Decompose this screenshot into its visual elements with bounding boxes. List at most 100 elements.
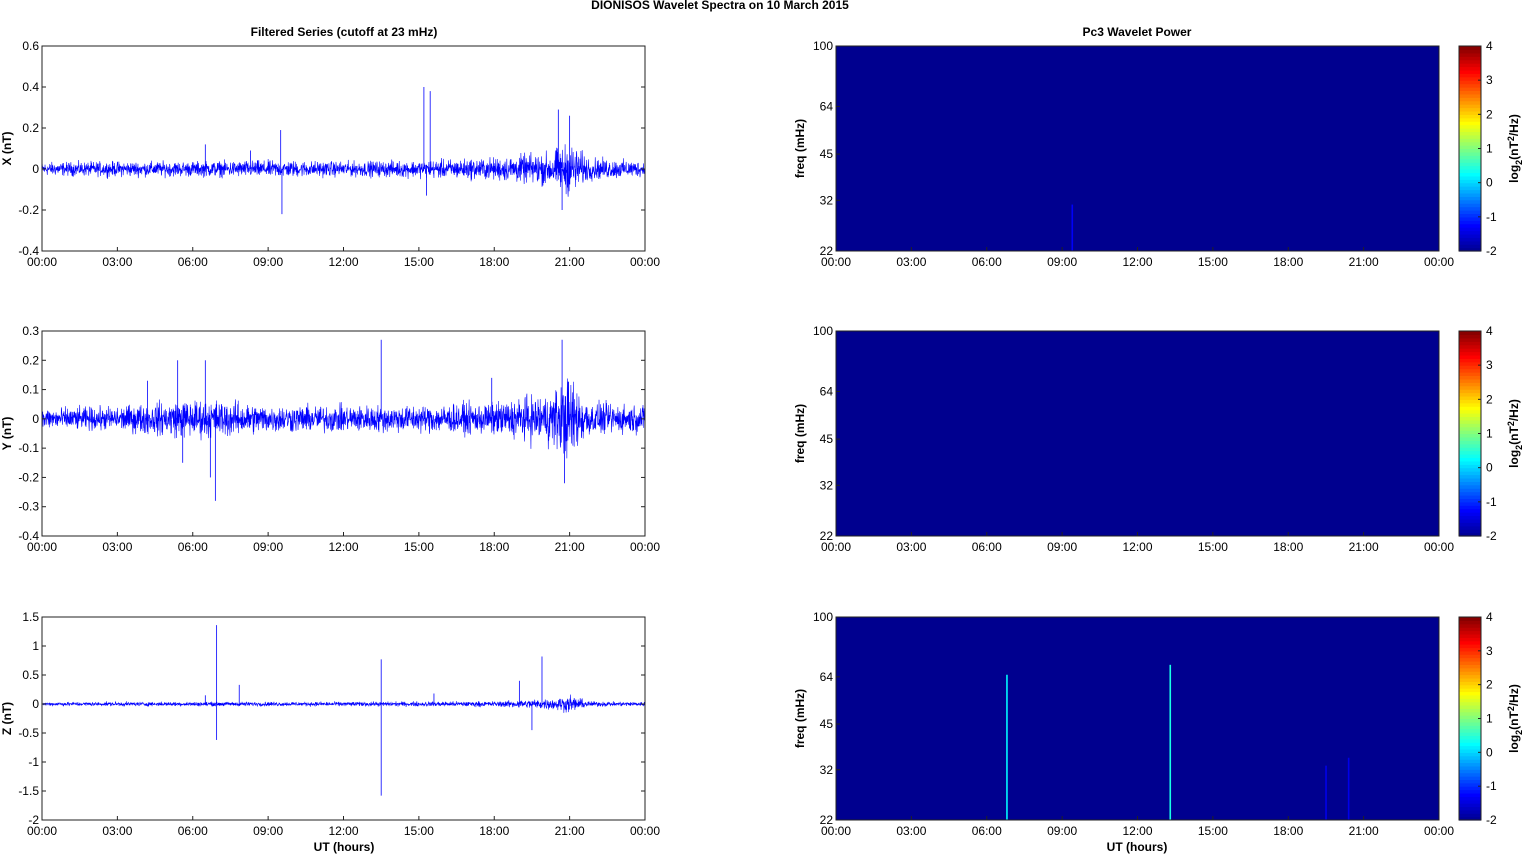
wavelet-x-colorbar-cell xyxy=(1459,227,1481,232)
wavelet-y-colorbar-cell xyxy=(1459,382,1481,387)
wavelet-y-colorbar-cell xyxy=(1459,515,1481,520)
wavelet-x-colorbar-cell xyxy=(1459,56,1481,61)
wavelet-z-xtick-label: 15:00 xyxy=(1198,824,1228,838)
wavelet-x-colorbar-cell xyxy=(1459,59,1481,64)
wavelet-z-ytick-label: 64 xyxy=(820,670,834,684)
series-y-ytick-label: -0.1 xyxy=(18,441,39,455)
wavelet-z-colorbar-cell xyxy=(1459,809,1481,814)
wavelet-y-colorbar-title-part: 2 xyxy=(1506,421,1516,426)
wavelet-y-colorbar-cell xyxy=(1459,392,1481,397)
wavelet-y-colorbar-cell xyxy=(1459,378,1481,383)
wavelet-z-colorbar-cell xyxy=(1459,789,1481,794)
wavelet-y-xtick-label: 00:00 xyxy=(821,540,851,554)
series-y-xtick-label: 12:00 xyxy=(328,540,358,554)
figure-suptitle: DIONISOS Wavelet Spectra on 10 March 201… xyxy=(591,0,849,12)
wavelet-z-ytick-label: 45 xyxy=(820,717,834,731)
series-y-xtick-label: 00:00 xyxy=(27,540,57,554)
wavelet-z-colorbar-cell xyxy=(1459,711,1481,716)
wavelet-x-ytick-label: 100 xyxy=(813,39,833,53)
wavelet-x-colorbar-cell xyxy=(1459,76,1481,81)
wavelet-x-colorbar-cell xyxy=(1459,100,1481,105)
wavelet-x-colorbar-label: 4 xyxy=(1486,39,1493,53)
wavelet-x-xtick-label: 03:00 xyxy=(896,255,926,269)
wavelet-z-streak xyxy=(1006,674,1008,820)
wavelet-y-colorbar-cell xyxy=(1459,529,1481,534)
wavelet-y-background xyxy=(836,331,1439,536)
wavelet-x-xtick-label: 12:00 xyxy=(1122,255,1152,269)
wavelet-z-xtick-label: 00:00 xyxy=(821,824,851,838)
wavelet-y-colorbar-cell xyxy=(1459,501,1481,506)
wavelet-x-colorbar-title-part: 2 xyxy=(1506,136,1516,141)
wavelet-y-colorbar-cell xyxy=(1459,505,1481,510)
series-x-xtick-label: 18:00 xyxy=(479,255,509,269)
series-z-xtick-label: 09:00 xyxy=(253,824,283,838)
wavelet-x-background xyxy=(836,46,1439,251)
series-z-xtick-label: 15:00 xyxy=(404,824,434,838)
series-x-xtick-label: 00:00 xyxy=(630,255,660,269)
wavelet-y-colorbar-cell xyxy=(1459,331,1481,336)
series-y-xtick-label: 18:00 xyxy=(479,540,509,554)
wavelet-x-colorbar-cell xyxy=(1459,69,1481,74)
wavelet-y-xtick-label: 21:00 xyxy=(1349,540,1379,554)
wavelet-x-colorbar-label: -1 xyxy=(1486,210,1497,224)
wavelet-x-colorbar-cell xyxy=(1459,182,1481,187)
wavelet-y-colorbar-cell xyxy=(1459,512,1481,517)
wavelet-x-ylabel: freq (mHz) xyxy=(793,119,807,178)
wavelet-y-colorbar-cell xyxy=(1459,471,1481,476)
wavelet-y-colorbar-cell xyxy=(1459,477,1481,482)
wavelet-y-colorbar-cell xyxy=(1459,372,1481,377)
series-z-ytick-label: 1.5 xyxy=(22,610,39,624)
wavelet-y-colorbar-cell xyxy=(1459,365,1481,370)
wavelet-z-colorbar-cell xyxy=(1459,728,1481,733)
wavelet-z-colorbar-title-part: /Hz) xyxy=(1507,684,1521,706)
wavelet-y-colorbar-cell xyxy=(1459,495,1481,500)
wavelet-y-colorbar-cell xyxy=(1459,419,1481,424)
wavelet-y-colorbar-cell xyxy=(1459,450,1481,455)
wavelet-y-ylabel: freq (mHz) xyxy=(793,404,807,463)
wavelet-y-colorbar-cell xyxy=(1459,341,1481,346)
wavelet-y-colorbar-cell xyxy=(1459,406,1481,411)
wavelet-y-colorbar-cell xyxy=(1459,351,1481,356)
wavelet-x-colorbar-title-part: /Hz) xyxy=(1507,114,1521,136)
series-x-xtick-label: 03:00 xyxy=(102,255,132,269)
wavelet-x-colorbar-cell xyxy=(1459,148,1481,153)
wavelet-x-colorbar-cell xyxy=(1459,104,1481,109)
wavelet-z-ytick-label: 22 xyxy=(820,813,834,827)
wavelet-z-colorbar-cell xyxy=(1459,681,1481,686)
wavelet-z-colorbar-cell xyxy=(1459,623,1481,628)
wavelet-y-colorbar-cell xyxy=(1459,426,1481,431)
wavelet-x-colorbar-cell xyxy=(1459,66,1481,71)
wavelet-y-colorbar-cell xyxy=(1459,474,1481,479)
wavelet-z-colorbar-cell xyxy=(1459,657,1481,662)
wavelet-y-ytick-label: 100 xyxy=(813,324,833,338)
wavelet-y-colorbar-title: log2(nT2/Hz) xyxy=(1506,399,1524,468)
wavelet-z-colorbar-title-part: 2 xyxy=(1514,730,1524,735)
series-z-xtick-label: 12:00 xyxy=(328,824,358,838)
wavelet-x-colorbar-cell xyxy=(1459,230,1481,235)
wavelet-y-xtick-label: 09:00 xyxy=(1047,540,1077,554)
wavelet-z-colorbar-cell xyxy=(1459,708,1481,713)
series-z-xtick-label: 21:00 xyxy=(555,824,585,838)
wavelet-x-colorbar-cell xyxy=(1459,124,1481,129)
wavelet-z-colorbar-cell xyxy=(1459,620,1481,625)
series-x-xtick-label: 12:00 xyxy=(328,255,358,269)
right-column-title: Pc3 Wavelet Power xyxy=(1083,25,1192,39)
series-y-ytick-label: 0.1 xyxy=(22,383,39,397)
wavelet-y-colorbar-label: 3 xyxy=(1486,358,1493,372)
series-x-xtick-label: 00:00 xyxy=(27,255,57,269)
wavelet-x-colorbar-cell xyxy=(1459,138,1481,143)
wavelet-x-colorbar-cell xyxy=(1459,169,1481,174)
wavelet-y-colorbar-cell xyxy=(1459,385,1481,390)
series-y-xtick-label: 09:00 xyxy=(253,540,283,554)
wavelet-x-colorbar-label: 0 xyxy=(1486,176,1493,190)
series-z-ytick-label: -1 xyxy=(28,755,39,769)
wavelet-y-colorbar-cell xyxy=(1459,436,1481,441)
series-z-xtick-label: 00:00 xyxy=(27,824,57,838)
wavelet-z-colorbar-label: 1 xyxy=(1486,712,1493,726)
wavelet-z-colorbar-cell xyxy=(1459,816,1481,821)
wavelet-z-colorbar-cell xyxy=(1459,755,1481,760)
series-y-xtick-label: 06:00 xyxy=(178,540,208,554)
wavelet-x-colorbar-cell xyxy=(1459,141,1481,146)
wavelet-z-colorbar-cell xyxy=(1459,738,1481,743)
wavelet-y-xtick-label: 15:00 xyxy=(1198,540,1228,554)
